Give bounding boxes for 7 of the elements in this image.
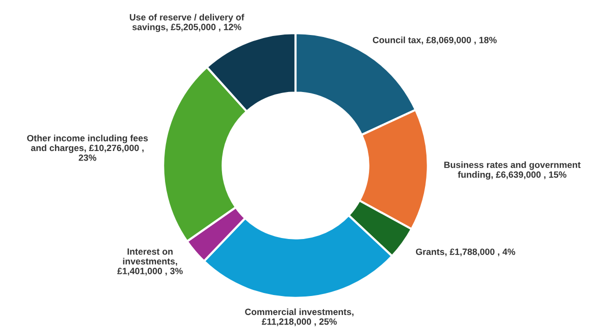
slice-label: Interest on investments, £1,401,000 , 3% — [117, 248, 183, 276]
slice-label: Use of reserve / delivery of savings, £5,205,000 , 12% — [130, 14, 244, 32]
slice-label: Business rates and government funding, £6,639,000 , 15% — [444, 161, 581, 180]
slice-label: Council tax, £8,069,000 , 18% — [372, 36, 497, 45]
slice-label: Grants, £1,788,000 , 4% — [416, 248, 516, 256]
slice-label: Other income including fees and charges, £10,276,000 , 23% — [27, 134, 148, 161]
slice-label: Commercial investments, £11,218,000 , 25% — [245, 308, 354, 326]
